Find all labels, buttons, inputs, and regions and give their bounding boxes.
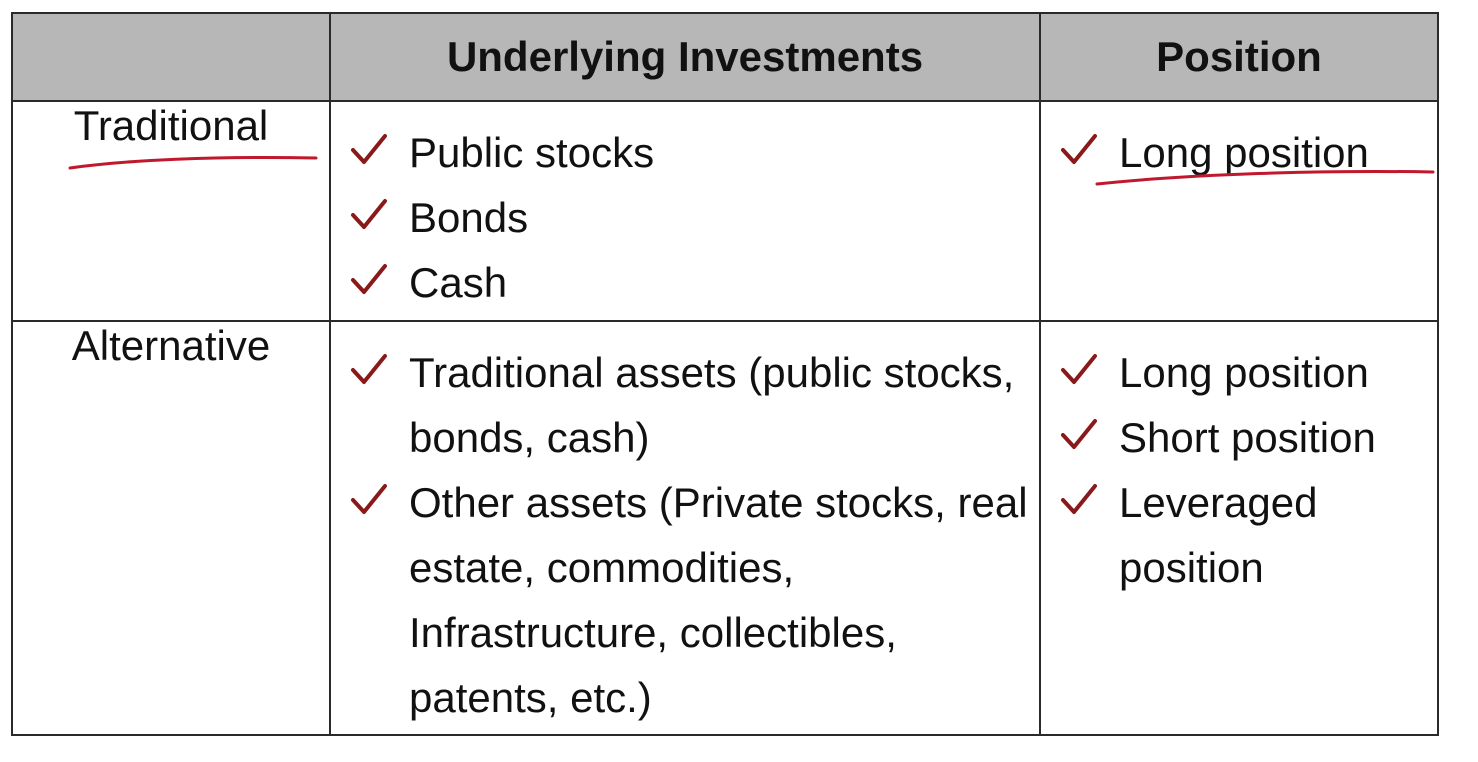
- investment-text: Cash: [409, 259, 508, 306]
- position-text: Leveraged position: [1119, 479, 1318, 591]
- investment-text: Other assets (Private stocks, real estat…: [409, 479, 1028, 721]
- investment-text: Traditional assets (public stocks, bonds…: [409, 349, 1015, 461]
- check-mark-icon: [351, 484, 387, 514]
- list-item: Leveraged position: [1059, 470, 1437, 600]
- list-item: Other assets (Private stocks, real estat…: [349, 470, 1039, 730]
- list-item: Long position: [1059, 340, 1437, 405]
- positions-list-traditional: Long position: [1041, 102, 1437, 185]
- check-mark-icon: [1061, 419, 1097, 449]
- check-mark-icon: [1061, 134, 1097, 164]
- check-mark-icon: [351, 354, 387, 384]
- check-mark-icon: [351, 134, 387, 164]
- table-row-alternative: Alternative Traditional assets (public s…: [11, 320, 1439, 736]
- row-label-traditional: Traditional: [73, 102, 269, 149]
- list-item: Traditional assets (public stocks, bonds…: [349, 340, 1039, 470]
- check-mark-icon: [1061, 484, 1097, 514]
- position-text: Long position: [1119, 349, 1369, 396]
- row-label-alternative: Alternative: [71, 322, 271, 369]
- check-mark-icon: [351, 264, 387, 294]
- investments-list-alternative: Traditional assets (public stocks, bonds…: [331, 322, 1039, 730]
- handwritten-underline-traditional: [68, 155, 318, 170]
- table-row-traditional: Traditional Public stocks: [11, 100, 1439, 322]
- position-text: Long position: [1119, 129, 1369, 176]
- row-label-wrap: Traditional: [68, 102, 318, 170]
- comparison-table: Underlying Investments Position Traditio…: [11, 12, 1439, 736]
- investments-list-traditional: Public stocks Bonds Cash: [331, 102, 1039, 315]
- position-cell-traditional: Long position: [1039, 100, 1439, 322]
- investment-text: Bonds: [409, 194, 529, 241]
- header-underlying-investments: Underlying Investments: [329, 12, 1041, 102]
- row-label-cell: Traditional: [11, 100, 331, 322]
- header-cell-empty: [11, 12, 331, 102]
- investment-text: Public stocks: [409, 129, 655, 176]
- list-item: Short position: [1059, 405, 1437, 470]
- positions-list-alternative: Long position Short position Leveraged p…: [1041, 322, 1437, 600]
- investments-cell-alternative: Traditional assets (public stocks, bonds…: [329, 320, 1041, 736]
- check-mark-icon: [351, 199, 387, 229]
- position-text: Short position: [1119, 414, 1376, 461]
- header-position: Position: [1039, 12, 1439, 102]
- header-row: Underlying Investments Position: [11, 12, 1439, 102]
- investments-cell-traditional: Public stocks Bonds Cash: [329, 100, 1041, 322]
- list-item: Bonds: [349, 185, 1039, 250]
- check-mark-icon: [1061, 354, 1097, 384]
- position-cell-alternative: Long position Short position Leveraged p…: [1039, 320, 1439, 736]
- list-item: Cash: [349, 250, 1039, 315]
- row-label-cell: Alternative: [11, 320, 331, 736]
- list-item: Public stocks: [349, 120, 1039, 185]
- list-item: Long position: [1059, 120, 1437, 185]
